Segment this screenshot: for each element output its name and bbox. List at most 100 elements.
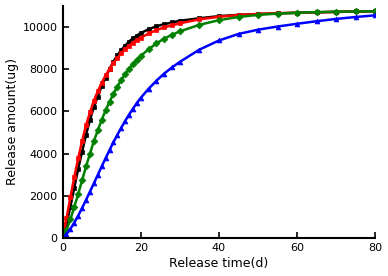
- 1% GO/PSA-PLA: [103, 74, 108, 77]
- 4% GO/PSA-PLA: [107, 148, 112, 152]
- PSA-PLA: [146, 28, 151, 31]
- 2% GO/PSA-PLA: [88, 152, 92, 155]
- PSA-PLA: [80, 150, 85, 153]
- 4% GO/PSA-PLA: [236, 32, 241, 36]
- 1% GO/PSA-PLA: [72, 175, 77, 179]
- X-axis label: Release time(d): Release time(d): [169, 258, 268, 270]
- 1% GO/PSA-PLA: [135, 38, 139, 42]
- PSA-PLA: [119, 48, 123, 52]
- 2% GO/PSA-PLA: [76, 192, 81, 196]
- 2% GO/PSA-PLA: [84, 165, 88, 168]
- 2% GO/PSA-PLA: [127, 67, 132, 70]
- 4% GO/PSA-PLA: [88, 190, 92, 193]
- 1% GO/PSA-PLA: [123, 47, 128, 51]
- PSA-PLA: [217, 14, 221, 18]
- 4% GO/PSA-PLA: [76, 214, 81, 217]
- PSA-PLA: [334, 10, 339, 14]
- 2% GO/PSA-PLA: [334, 10, 339, 13]
- 4% GO/PSA-PLA: [154, 79, 159, 82]
- 4% GO/PSA-PLA: [84, 198, 88, 201]
- 2% GO/PSA-PLA: [314, 10, 319, 14]
- 1% GO/PSA-PLA: [80, 139, 85, 143]
- 4% GO/PSA-PLA: [103, 156, 108, 160]
- 2% GO/PSA-PLA: [146, 47, 151, 51]
- 1% GO/PSA-PLA: [84, 123, 88, 127]
- 4% GO/PSA-PLA: [111, 141, 116, 144]
- PSA-PLA: [314, 11, 319, 14]
- 2% GO/PSA-PLA: [353, 10, 358, 13]
- 1% GO/PSA-PLA: [107, 67, 112, 71]
- 1% GO/PSA-PLA: [236, 14, 241, 17]
- PSA-PLA: [236, 13, 241, 17]
- 2% GO/PSA-PLA: [178, 30, 182, 33]
- 2% GO/PSA-PLA: [72, 205, 77, 208]
- 1% GO/PSA-PLA: [115, 56, 120, 60]
- 2% GO/PSA-PLA: [170, 33, 174, 36]
- 4% GO/PSA-PLA: [275, 25, 280, 28]
- 2% GO/PSA-PLA: [162, 37, 166, 40]
- 4% GO/PSA-PLA: [115, 133, 120, 137]
- 2% GO/PSA-PLA: [197, 23, 202, 26]
- 2% GO/PSA-PLA: [111, 92, 116, 95]
- Line: 4% GO/PSA-PLA: 4% GO/PSA-PLA: [60, 13, 378, 241]
- PSA-PLA: [275, 12, 280, 15]
- PSA-PLA: [68, 205, 73, 208]
- PSA-PLA: [111, 60, 116, 63]
- 1% GO/PSA-PLA: [92, 99, 96, 102]
- PSA-PLA: [178, 19, 182, 22]
- 1% GO/PSA-PLA: [353, 10, 358, 13]
- 1% GO/PSA-PLA: [170, 23, 174, 27]
- 1% GO/PSA-PLA: [154, 28, 159, 32]
- 2% GO/PSA-PLA: [119, 78, 123, 82]
- 4% GO/PSA-PLA: [80, 206, 85, 209]
- 4% GO/PSA-PLA: [119, 126, 123, 129]
- 2% GO/PSA-PLA: [139, 54, 143, 58]
- 1% GO/PSA-PLA: [131, 41, 135, 44]
- PSA-PLA: [256, 12, 260, 16]
- PSA-PLA: [123, 44, 128, 47]
- 4% GO/PSA-PLA: [162, 72, 166, 75]
- PSA-PLA: [76, 167, 81, 170]
- 2% GO/PSA-PLA: [135, 58, 139, 62]
- 4% GO/PSA-PLA: [92, 182, 96, 185]
- Line: 1% GO/PSA-PLA: 1% GO/PSA-PLA: [60, 9, 378, 241]
- 4% GO/PSA-PLA: [139, 96, 143, 100]
- 4% GO/PSA-PLA: [95, 173, 100, 177]
- 4% GO/PSA-PLA: [353, 15, 358, 19]
- 2% GO/PSA-PLA: [256, 13, 260, 17]
- 2% GO/PSA-PLA: [275, 12, 280, 15]
- 4% GO/PSA-PLA: [373, 14, 378, 17]
- PSA-PLA: [95, 95, 100, 98]
- 1% GO/PSA-PLA: [334, 10, 339, 14]
- 1% GO/PSA-PLA: [139, 36, 143, 39]
- 4% GO/PSA-PLA: [135, 101, 139, 105]
- 1% GO/PSA-PLA: [373, 10, 378, 13]
- 1% GO/PSA-PLA: [178, 22, 182, 25]
- 1% GO/PSA-PLA: [68, 195, 73, 199]
- PSA-PLA: [197, 17, 202, 20]
- 4% GO/PSA-PLA: [131, 107, 135, 110]
- PSA-PLA: [84, 133, 88, 136]
- 4% GO/PSA-PLA: [217, 39, 221, 42]
- 1% GO/PSA-PLA: [64, 217, 69, 220]
- PSA-PLA: [99, 84, 104, 88]
- 2% GO/PSA-PLA: [217, 18, 221, 22]
- 1% GO/PSA-PLA: [95, 90, 100, 93]
- Line: PSA-PLA: PSA-PLA: [60, 9, 378, 241]
- 2% GO/PSA-PLA: [60, 237, 65, 240]
- PSA-PLA: [88, 118, 92, 121]
- PSA-PLA: [139, 31, 143, 35]
- 1% GO/PSA-PLA: [146, 32, 151, 35]
- 2% GO/PSA-PLA: [373, 10, 378, 13]
- PSA-PLA: [162, 23, 166, 26]
- 2% GO/PSA-PLA: [95, 129, 100, 132]
- 2% GO/PSA-PLA: [236, 15, 241, 19]
- 1% GO/PSA-PLA: [60, 237, 65, 240]
- 4% GO/PSA-PLA: [334, 17, 339, 20]
- Y-axis label: Release amount(ug): Release amount(ug): [5, 59, 19, 185]
- 1% GO/PSA-PLA: [256, 12, 260, 16]
- 1% GO/PSA-PLA: [127, 44, 132, 47]
- PSA-PLA: [107, 67, 112, 71]
- 4% GO/PSA-PLA: [314, 20, 319, 23]
- PSA-PLA: [373, 10, 378, 13]
